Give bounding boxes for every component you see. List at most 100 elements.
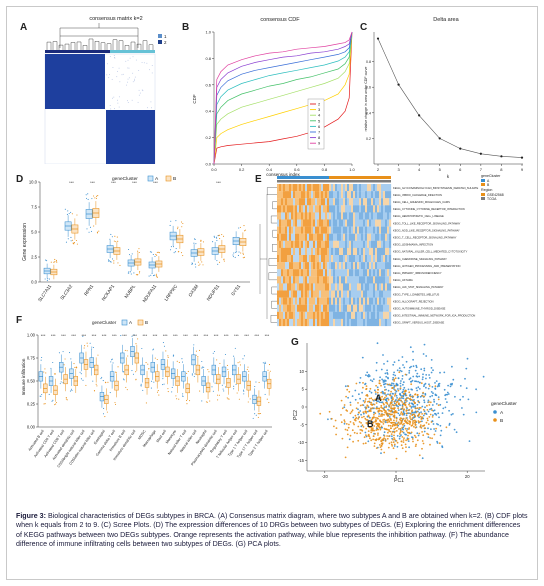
box-outlier	[188, 400, 191, 402]
heatmap-cell	[351, 240, 354, 248]
pca-point-B	[390, 419, 392, 421]
matrix-noise-cell	[132, 72, 134, 74]
pca-point-A	[383, 431, 386, 434]
heatmap-cell	[325, 269, 328, 277]
box-outlier	[165, 350, 167, 352]
box-significance: ***	[111, 180, 116, 185]
heatmap-cell	[287, 247, 290, 256]
heatmap-cell	[299, 297, 302, 305]
pca-point-B	[393, 424, 396, 427]
pca-point-A	[419, 381, 421, 384]
heatmap-cell	[295, 290, 298, 298]
heatmap-cell	[383, 297, 386, 305]
dendrogram-leaf	[64, 43, 70, 50]
heatmap-cell	[285, 240, 288, 248]
box-outlier	[173, 252, 175, 254]
heatmap-cell	[347, 198, 350, 206]
pca-point-B	[390, 421, 392, 424]
heatmap-cell	[309, 219, 312, 227]
pca-point-B	[405, 394, 408, 397]
pca-point-B	[393, 438, 396, 441]
box-significance: ***	[102, 333, 107, 338]
heatmap-cell	[313, 269, 316, 277]
pca-point-B	[397, 389, 400, 392]
pca-point-B	[388, 404, 390, 407]
panel-f: F geneCluster A B Immune infiltration 0.…	[14, 315, 276, 475]
heatmap-cell	[321, 262, 324, 270]
box-outlier	[221, 384, 223, 386]
heatmap-cell	[309, 212, 312, 220]
heatmap-cell	[321, 212, 324, 220]
box-outlier	[91, 348, 93, 350]
pca-point-B	[365, 407, 368, 409]
pca-point-B	[418, 454, 421, 457]
heatmap-cell	[285, 255, 288, 263]
heatmap-cell	[377, 184, 380, 192]
heatmap-cell	[333, 304, 336, 312]
pca-point-A	[427, 436, 430, 438]
heatmap-cell	[299, 276, 302, 284]
pca-point-A	[384, 421, 387, 424]
heatmap-cell	[377, 247, 380, 256]
box-outlier	[41, 356, 43, 359]
heatmap-cell	[379, 318, 382, 327]
pca-point-B	[395, 430, 398, 432]
pca-point-A	[357, 408, 359, 411]
delta-point	[500, 155, 503, 158]
pca-point-B	[390, 390, 392, 393]
pca-point-A	[396, 384, 399, 387]
heatmap-cell	[287, 311, 290, 319]
matrix-noise-cell	[118, 67, 120, 69]
heatmap-cell	[283, 304, 286, 312]
heatmap-cell	[323, 240, 326, 248]
heatmap-cell	[351, 255, 354, 263]
pca-point-B	[403, 420, 406, 422]
heatmap-cell	[307, 283, 310, 291]
pca-point-A	[434, 387, 437, 390]
box-outlier	[106, 411, 108, 413]
heatmap-cell	[281, 290, 284, 298]
pca-point-A	[362, 400, 365, 402]
box-outlier	[126, 350, 128, 352]
box-outlier	[60, 381, 62, 383]
heatmap-cell	[377, 283, 380, 291]
heatmap-cell	[285, 297, 288, 305]
heatmap-cell	[321, 226, 324, 234]
pca-point-A	[359, 410, 362, 412]
heatmap-cell	[331, 212, 334, 220]
heatmap-cell	[335, 255, 338, 263]
heatmap-cell	[361, 318, 364, 327]
heatmap-cell	[381, 276, 384, 284]
pca-point-A	[436, 423, 438, 425]
matrix-noise-cell	[131, 99, 133, 101]
box-outlier	[252, 417, 254, 419]
heatmap-cell	[319, 212, 322, 220]
heatmap-cell	[339, 205, 342, 213]
heatmap-cell	[327, 233, 330, 241]
pca-point-B	[401, 423, 404, 426]
box-outlier	[127, 355, 129, 357]
matrix-noise-cell	[128, 67, 130, 69]
pca-point-A	[395, 394, 398, 397]
heatmap-cell	[349, 247, 352, 256]
pca-point-B	[393, 415, 396, 417]
heatmap-cell	[381, 318, 384, 327]
heatmap-cell	[365, 205, 368, 213]
heatmap-cell	[315, 283, 318, 291]
pca-point-A	[400, 394, 402, 397]
dendrogram-leaf	[88, 38, 94, 50]
pca-point-B	[427, 423, 430, 425]
heatmap-cell	[301, 219, 304, 227]
heatmap-cell	[305, 304, 308, 312]
pca-point-B	[393, 431, 396, 434]
pca-point-B	[386, 421, 389, 424]
box-outlier	[72, 242, 74, 244]
heatmap-cell	[349, 304, 352, 312]
pca-point-B	[372, 421, 375, 424]
heatmap-dendro-leaf	[271, 300, 277, 309]
box-outlier	[93, 195, 95, 197]
heatmap-cell	[281, 205, 284, 213]
box-outlier	[186, 399, 188, 401]
pca-point-B	[424, 427, 427, 430]
box-outlier	[201, 367, 203, 369]
